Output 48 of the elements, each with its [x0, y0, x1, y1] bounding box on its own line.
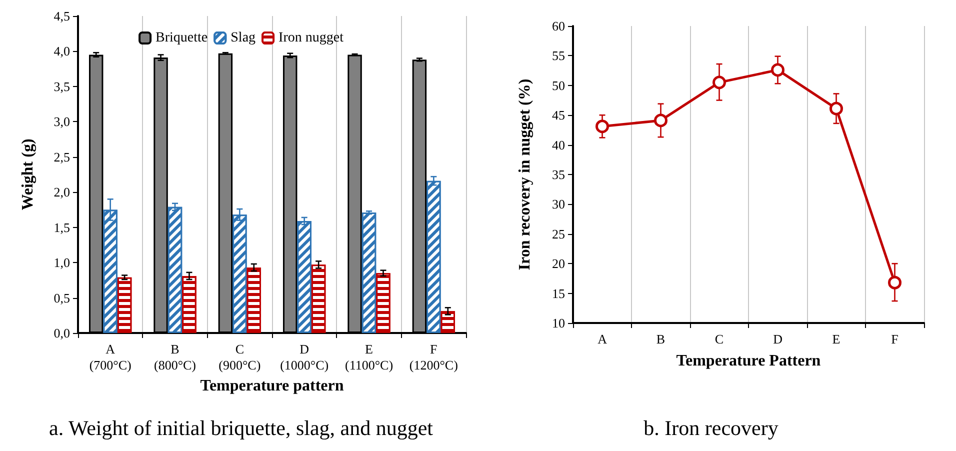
x-tick-label: E [832, 332, 840, 346]
y-tick-label: 3,5 [54, 78, 70, 94]
text: b. Iron recovery [644, 416, 779, 440]
text: a. Weight of initial briquette, slag, and nugget [49, 416, 434, 440]
x-tick-label: F (1200°C) [409, 342, 458, 372]
y-tick-label: 10 [552, 316, 565, 330]
x-tick-label: B (800°C) [154, 342, 196, 372]
x-tick-label: E (1100°C) [344, 342, 394, 372]
x-tick-label: A [598, 332, 608, 346]
y-tick-label: 2,5 [54, 149, 70, 164]
point [771, 63, 784, 77]
y-tick-label: 40 [552, 137, 565, 152]
y-tick-label: 1,0 [54, 255, 70, 270]
y-tick-label: 45 [552, 108, 565, 123]
y-tick-label: 1,5 [54, 220, 70, 235]
x-tick-label: F [891, 332, 898, 346]
y-tick-label: 50 [552, 78, 565, 93]
y-tick-label: 20 [552, 256, 565, 272]
point [888, 276, 902, 290]
y-tick-label: 4,5 [54, 8, 70, 24]
y-tick-label: 35 [552, 167, 565, 182]
y-tick-label: 0,0 [54, 326, 70, 340]
y-axis-title: Weight (g) [20, 138, 36, 210]
x-tick-label: B [656, 332, 666, 346]
y-tick-label: 30 [552, 196, 565, 212]
point [830, 102, 843, 116]
x-tick-label: C [714, 332, 724, 346]
legend-label: Briquette [156, 30, 208, 46]
point [712, 76, 726, 90]
x-axis-title: Temperature pattern [200, 377, 344, 394]
x-tick-label: C (900°C) [218, 342, 261, 372]
y-tick-label: 0,5 [54, 290, 70, 306]
y-tick-label: 55 [552, 48, 565, 64]
y-tick-label: 25 [552, 226, 565, 242]
legend-label: Slag [230, 30, 256, 46]
x-tick-label: A (700°C) [89, 342, 132, 372]
y-tick-label: 15 [552, 286, 565, 301]
y-tick-label: 60 [552, 18, 565, 34]
y-axis-title: Iron recovery in nugget (%) [516, 78, 534, 270]
point [654, 114, 668, 128]
y-tick-label: 4,0 [54, 44, 70, 59]
x-tick-label: D (1000°C) [280, 342, 329, 372]
legend-label: Iron nugget [278, 30, 344, 46]
y-tick-label: 2,0 [54, 184, 70, 200]
x-axis-title: Temperature Pattern [676, 352, 821, 370]
point [596, 120, 609, 134]
x-tick-label: D [773, 332, 782, 346]
y-tick-label: 3,0 [54, 114, 70, 130]
